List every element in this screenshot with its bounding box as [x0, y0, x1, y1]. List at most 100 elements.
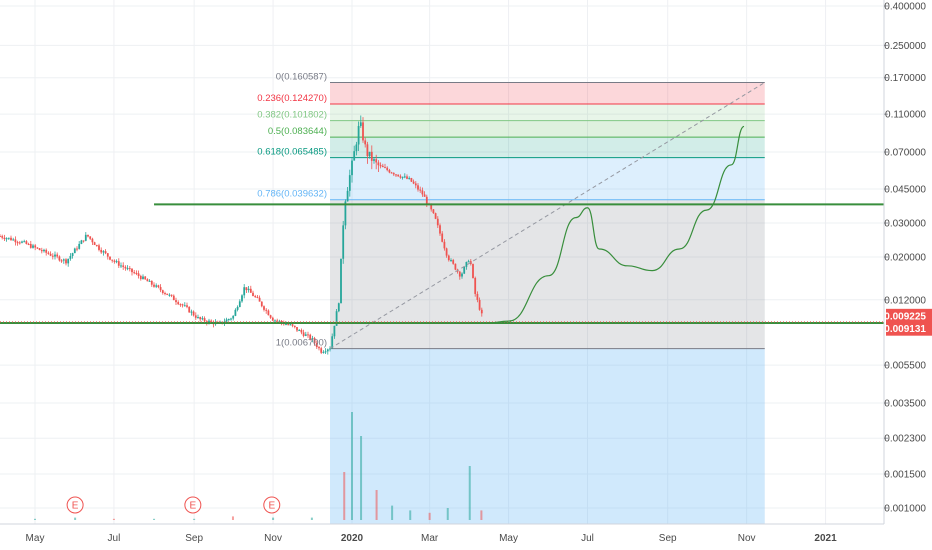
candle-body [408, 178, 411, 180]
candle-body [252, 292, 254, 297]
candle-body [423, 194, 426, 197]
candle-body [146, 279, 149, 282]
candle-body [87, 234, 89, 237]
candle-body [243, 287, 246, 296]
candle-body [346, 190, 349, 202]
time-tick-label: Jul [581, 533, 594, 544]
volume-bar [112, 518, 115, 520]
candle-body [362, 122, 364, 141]
candle-body [326, 349, 329, 352]
candle-body [106, 253, 109, 257]
volume-bar [409, 510, 412, 520]
candle-body [348, 175, 351, 191]
candle-body [194, 315, 197, 318]
candle-body [406, 176, 408, 179]
candle-body [80, 240, 83, 244]
candle-body [168, 294, 171, 296]
candle-body [269, 315, 272, 318]
trend-drawings [0, 82, 884, 350]
candle-body [159, 287, 162, 291]
earnings-marker-icon [263, 496, 281, 514]
volume-bar [310, 517, 313, 520]
candle-body [40, 250, 43, 252]
candle-body [139, 275, 142, 280]
candle-body [476, 293, 479, 300]
price-tick-label: 0.400000 [884, 2, 926, 13]
candle-body [280, 320, 283, 323]
candle-body [293, 325, 296, 328]
candle-body [157, 285, 160, 288]
candle-body [91, 238, 94, 243]
candle-body [439, 225, 441, 234]
candle-body [7, 237, 10, 239]
candle-body [353, 151, 356, 161]
candle-body [126, 268, 129, 270]
candle-body [76, 248, 78, 250]
candle-body [461, 273, 463, 277]
candle-body [29, 243, 32, 248]
candle-body [441, 233, 444, 242]
candle-body [201, 318, 204, 320]
candle-body [364, 140, 367, 145]
candle-body [23, 241, 26, 243]
candle-body [381, 165, 384, 168]
price-tick-label: 0.030000 [884, 219, 926, 230]
candle-body [192, 311, 195, 316]
candle-body [309, 334, 312, 340]
candle-body [47, 252, 50, 254]
candle-body [403, 176, 406, 178]
candle-body [0, 236, 1, 238]
price-tick-label: 0.012000 [884, 295, 926, 306]
candle-body [104, 251, 107, 254]
candle-body [324, 351, 327, 353]
candle-body [265, 309, 268, 311]
volume-bar [468, 466, 471, 520]
candle-body [1, 236, 4, 238]
candle-body [43, 249, 45, 252]
candle-body [333, 325, 336, 337]
candle-body [421, 190, 424, 195]
candle-body [95, 245, 98, 247]
candle-body [458, 271, 461, 277]
time-tick-label: May [26, 533, 45, 544]
candle-body [238, 301, 241, 307]
volume-bar [193, 518, 196, 520]
candle-body [172, 295, 175, 301]
candle-body [263, 306, 265, 310]
candle-body [410, 178, 413, 182]
price-tick-label: 0.070000 [884, 148, 926, 159]
candle-body [359, 122, 362, 127]
candle-body [16, 242, 19, 244]
time-tick-label: Mar [421, 533, 439, 544]
candle-body [82, 240, 85, 242]
price-tick-label: 0.110000 [885, 110, 926, 121]
candle-body [27, 243, 30, 245]
candle-body [177, 302, 180, 305]
price-tick-label: 0.005500 [884, 361, 926, 372]
candle-body [210, 320, 213, 322]
volume-bar [446, 508, 449, 520]
price-axis: 0.400000 0.250000 0.170000 0.110000 0.070000… [883, 0, 932, 550]
time-tick-label: Sep [659, 533, 677, 544]
candle-body [285, 324, 287, 326]
candle-body [120, 265, 122, 267]
candle-body [199, 317, 202, 320]
earnings-marker-label: E [190, 501, 197, 512]
candle-body [480, 309, 483, 314]
fib-zone [330, 157, 765, 200]
candle-body [463, 266, 466, 274]
price-axis-background [884, 0, 932, 550]
candle-body [254, 296, 257, 298]
candle-body [474, 277, 477, 294]
candle-body [131, 268, 133, 273]
candle-body [62, 259, 65, 261]
volume-bar [153, 518, 156, 520]
candle-body [417, 185, 419, 190]
candle-body [445, 248, 448, 256]
candle-body [454, 263, 457, 270]
candle-body [227, 319, 230, 321]
candle-body [370, 151, 373, 161]
candle-body [203, 318, 206, 322]
